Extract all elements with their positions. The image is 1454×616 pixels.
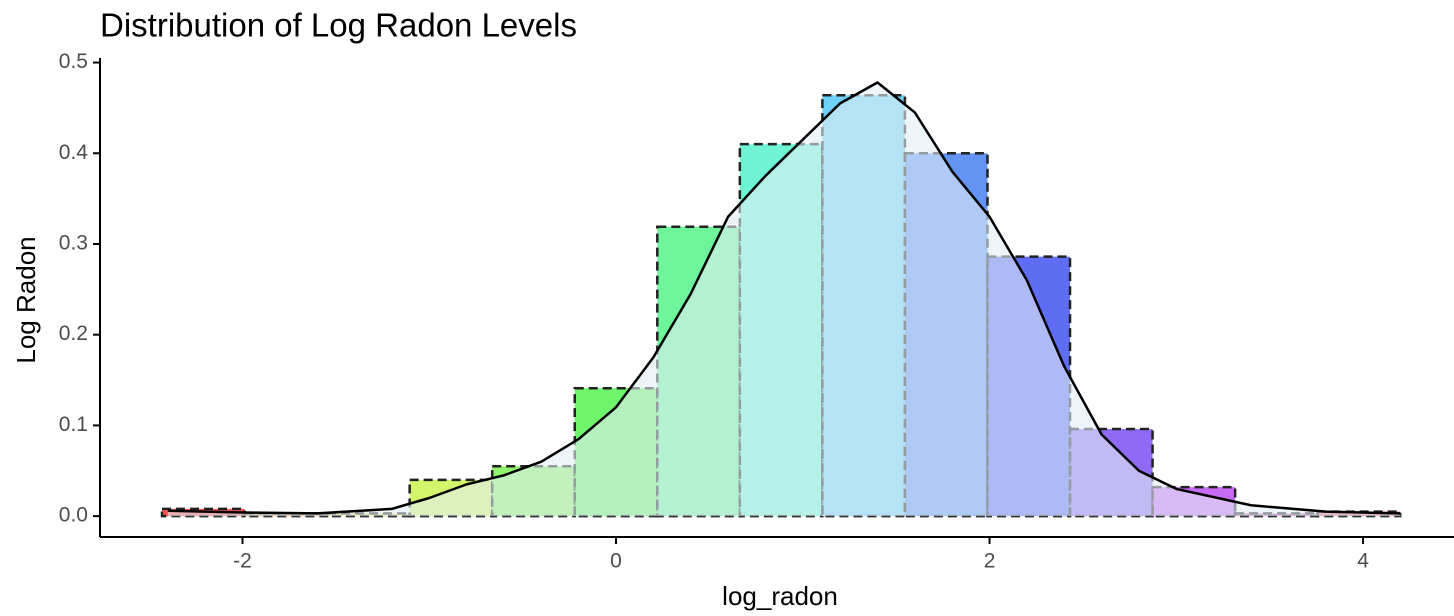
y-tick-label: 0.3 [59,232,88,255]
y-axis-label: Log Radon [11,236,41,363]
x-axis-label: log_radon [722,581,838,611]
density-line [167,81,1401,515]
y-tick-label: 0.1 [59,413,88,436]
y-tick-label: 0.2 [59,322,88,345]
x-tick-label: 2 [984,550,996,573]
y-tick-label: 0.5 [59,50,88,73]
y-tick-label: 0.0 [59,504,88,527]
x-tick-label: 0 [610,550,622,573]
x-tick-label: 4 [1357,550,1369,573]
chart-title: Distribution of Log Radon Levels [100,7,577,44]
y-tick-label: 0.4 [59,141,89,164]
density-area [167,82,1401,517]
x-tick-label: -2 [233,550,252,573]
